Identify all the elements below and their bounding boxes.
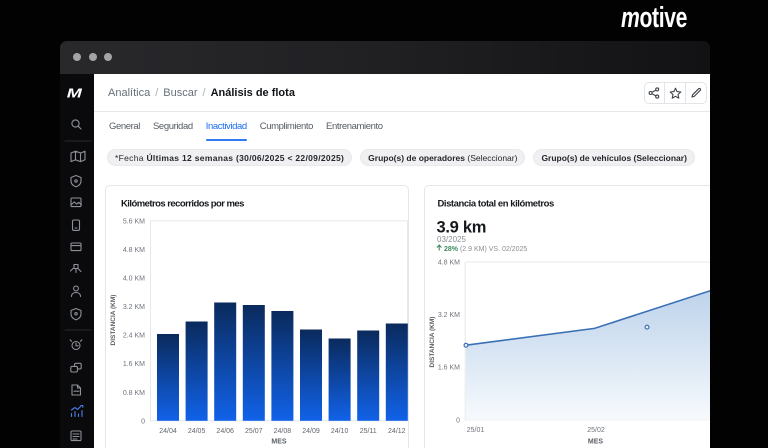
svg-text:Kilómetros recorridos por mes: Kilómetros recorridos por mes — [121, 199, 244, 210]
svg-text:Distancia total en kilómetros: Distancia total en kilómetros — [437, 199, 553, 210]
svg-text:25/02: 25/02 — [587, 427, 605, 434]
svg-text:25/11: 25/11 — [360, 428, 377, 435]
svg-text:1.6 KM: 1.6 KM — [123, 361, 145, 368]
svg-text:MES: MES — [272, 439, 288, 446]
svg-text:24/09: 24/09 — [303, 428, 321, 435]
svg-text:5.6 KM: 5.6 KM — [123, 218, 145, 225]
svg-text:24/04: 24/04 — [160, 428, 178, 435]
svg-text:3.2 KM: 3.2 KM — [123, 304, 145, 311]
svg-text:24/05: 24/05 — [188, 428, 206, 435]
svg-text:M: M — [66, 87, 82, 101]
svg-text:0: 0 — [456, 417, 460, 424]
svg-text:3.2 KM: 3.2 KM — [437, 312, 459, 319]
svg-text:1.6 KM: 1.6 KM — [437, 365, 459, 372]
svg-text:03/2025: 03/2025 — [437, 235, 466, 244]
svg-text:4.8 KM: 4.8 KM — [437, 260, 459, 267]
svg-text:24/10: 24/10 — [331, 428, 349, 435]
svg-text:24/06: 24/06 — [217, 428, 235, 435]
svg-text:24/12: 24/12 — [388, 428, 406, 435]
svg-text:28% (2.9 KM) VS. 02/2025: 28% (2.9 KM) VS. 02/2025 — [444, 246, 527, 253]
svg-text:0: 0 — [141, 418, 145, 425]
svg-text:24/08: 24/08 — [274, 428, 292, 435]
svg-text:25/01: 25/01 — [466, 427, 484, 434]
svg-text:25/07: 25/07 — [245, 428, 263, 435]
svg-text:3.9 km: 3.9 km — [436, 219, 486, 237]
svg-text:4.8 KM: 4.8 KM — [123, 247, 145, 254]
svg-text:4.0 KM: 4.0 KM — [123, 276, 145, 283]
svg-text:DISTANCIA (KM): DISTANCIA (KM) — [429, 317, 436, 368]
svg-text:DISTANCIA (KM): DISTANCIA (KM) — [110, 295, 117, 346]
svg-text:2.4 KM: 2.4 KM — [123, 333, 145, 340]
svg-text:0.8 KM: 0.8 KM — [123, 390, 145, 397]
svg-text:MES: MES — [587, 439, 603, 446]
